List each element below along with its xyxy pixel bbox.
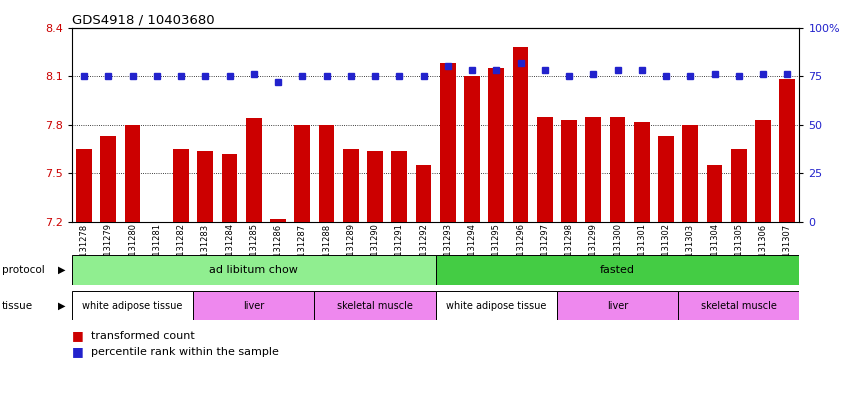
- Text: liver: liver: [607, 301, 629, 310]
- Bar: [436, 291, 557, 320]
- Bar: [222, 154, 238, 222]
- Text: ■: ■: [72, 329, 84, 343]
- Bar: [537, 117, 552, 222]
- Bar: [706, 165, 722, 222]
- Bar: [678, 291, 799, 320]
- Bar: [436, 255, 799, 285]
- Text: tissue: tissue: [2, 301, 33, 310]
- Bar: [367, 151, 383, 222]
- Text: transformed count: transformed count: [91, 331, 195, 341]
- Text: white adipose tissue: white adipose tissue: [446, 301, 547, 310]
- Text: white adipose tissue: white adipose tissue: [82, 301, 183, 310]
- Bar: [731, 149, 747, 222]
- Text: percentile rank within the sample: percentile rank within the sample: [91, 347, 278, 357]
- Bar: [197, 151, 213, 222]
- Bar: [658, 136, 674, 222]
- Text: GDS4918 / 10403680: GDS4918 / 10403680: [72, 14, 215, 27]
- Bar: [415, 165, 431, 222]
- Bar: [246, 118, 261, 222]
- Text: liver: liver: [243, 301, 265, 310]
- Bar: [343, 149, 359, 222]
- Bar: [755, 120, 771, 222]
- Text: ad libitum chow: ad libitum chow: [209, 265, 299, 275]
- Bar: [585, 117, 602, 222]
- Bar: [315, 291, 436, 320]
- Bar: [173, 149, 189, 222]
- Bar: [294, 125, 310, 222]
- Text: ■: ■: [72, 345, 84, 358]
- Bar: [561, 120, 577, 222]
- Bar: [392, 151, 407, 222]
- Bar: [72, 255, 436, 285]
- Bar: [319, 125, 334, 222]
- Bar: [76, 149, 92, 222]
- Bar: [270, 219, 286, 222]
- Bar: [779, 79, 795, 222]
- Bar: [440, 63, 456, 222]
- Bar: [124, 125, 140, 222]
- Text: ▶: ▶: [58, 265, 65, 275]
- Bar: [513, 47, 529, 222]
- Bar: [72, 291, 193, 320]
- Bar: [101, 136, 116, 222]
- Text: skeletal muscle: skeletal muscle: [337, 301, 413, 310]
- Bar: [634, 121, 650, 222]
- Text: skeletal muscle: skeletal muscle: [700, 301, 777, 310]
- Bar: [193, 291, 315, 320]
- Bar: [683, 125, 698, 222]
- Bar: [610, 117, 625, 222]
- Text: protocol: protocol: [2, 265, 45, 275]
- Text: fasted: fasted: [600, 265, 635, 275]
- Bar: [557, 291, 678, 320]
- Text: ▶: ▶: [58, 301, 65, 310]
- Bar: [488, 68, 504, 222]
- Bar: [464, 76, 480, 222]
